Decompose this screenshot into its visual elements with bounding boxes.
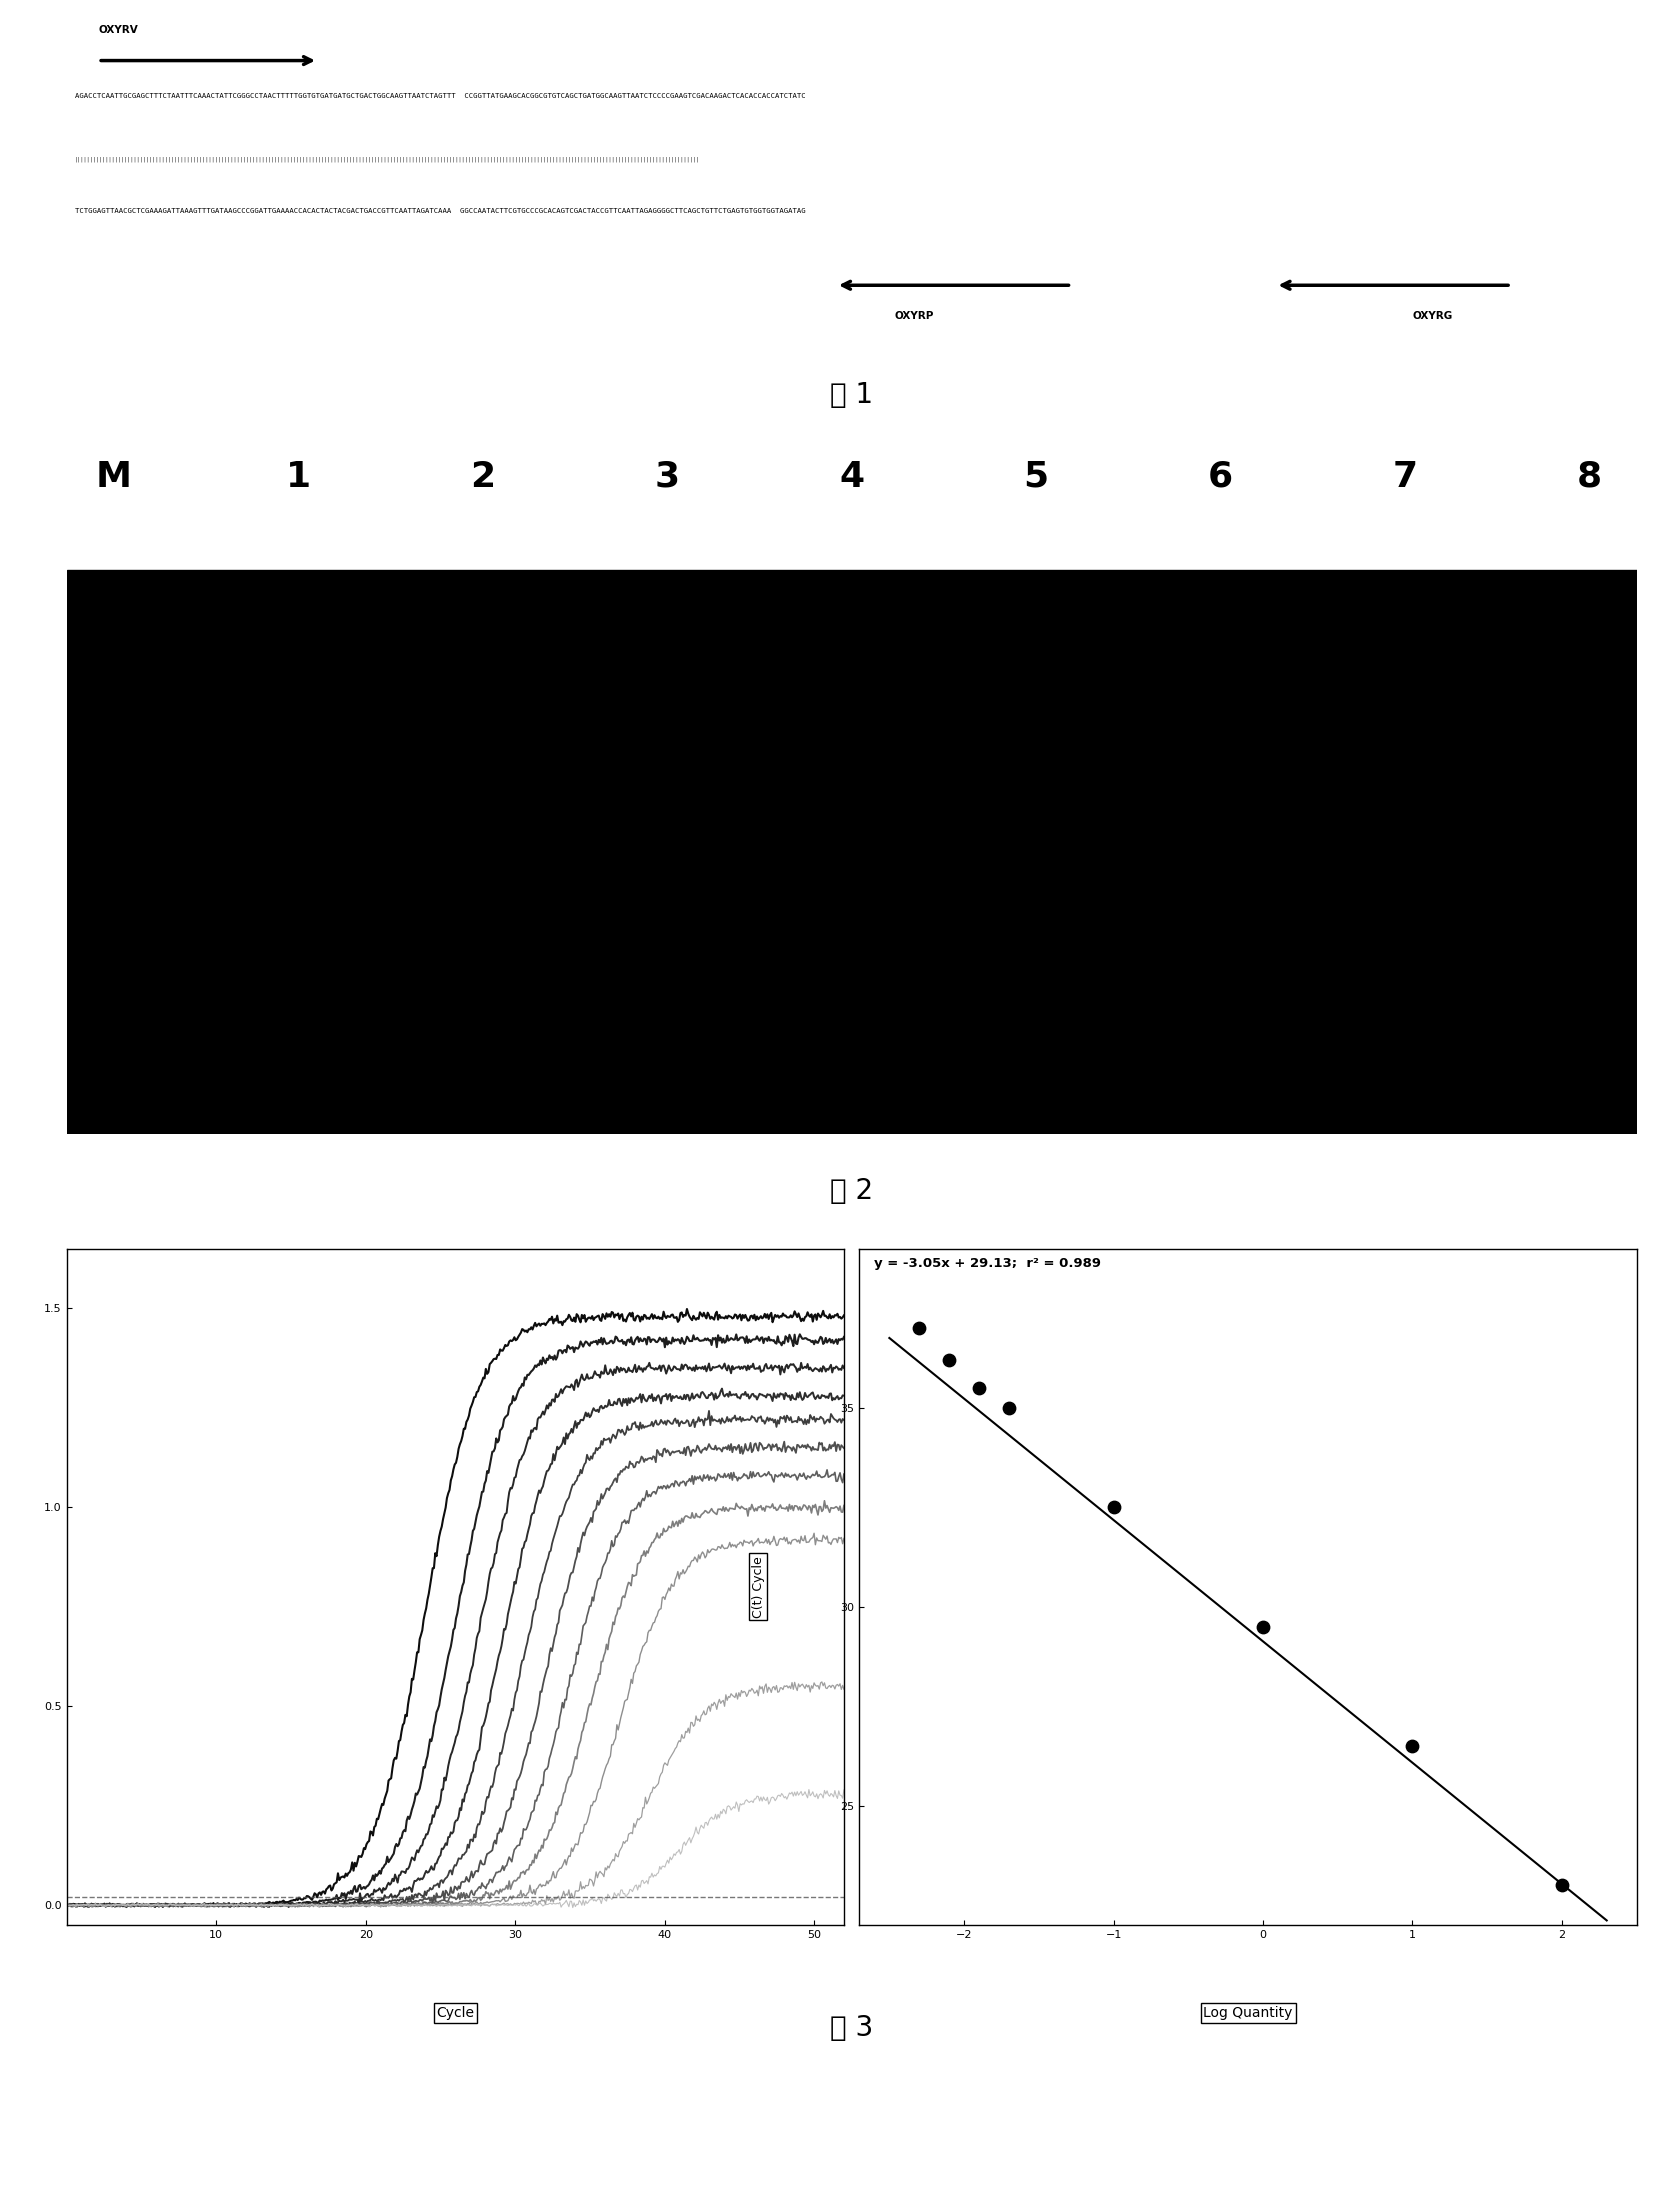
Point (1548, 1868, 1575, 1903)
Text: 4: 4 (838, 461, 865, 494)
Text: y = -3.05x + 29.13;  r² = 0.989: y = -3.05x + 29.13; r² = 0.989 (875, 1257, 1102, 1270)
Text: 5: 5 (1024, 461, 1049, 494)
Text: 7: 7 (1393, 461, 1418, 494)
Text: 图 1: 图 1 (830, 381, 873, 408)
Text: TCTGGAGTTAACGCTCGAAAGATTAAAGTTTGATAAGCCCGGATTGAAAACCACACTACTACGACTGACCGTTCAATTAG: TCTGGAGTTAACGCTCGAAAGATTAAAGTTTGATAAGCCC… (75, 207, 805, 214)
Text: 6: 6 (1207, 461, 1232, 494)
Text: AGACCTCAATTGCGAGCTTTCTAATTTCAAACTATTCGGGCCTAACTTTTTGGTGTGATGATGCTGACTGGCAAGTTAAT: AGACCTCAATTGCGAGCTTTCTAATTTCAAACTATTCGGG… (75, 93, 805, 99)
Point (965, 1369, 992, 1405)
Text: 1: 1 (286, 461, 311, 494)
Text: 8: 8 (1576, 461, 1602, 494)
Bar (67, 571, 1637, 1133)
Text: C(t) Cycle: C(t) Cycle (752, 1557, 765, 1618)
Text: ||||||||||||||||||||||||||||||||||||||||||||||||||||||||||||||||||||||||||||||||: ||||||||||||||||||||||||||||||||||||||||… (75, 157, 700, 163)
Text: Cycle: Cycle (436, 2007, 474, 2020)
Text: Log Quantity: Log Quantity (1204, 2007, 1293, 2020)
Point (935, 1343, 962, 1378)
Point (1399, 1729, 1426, 1764)
Text: OXYRG: OXYRG (1413, 311, 1453, 322)
Text: 图 3: 图 3 (830, 2013, 873, 2042)
Point (995, 1389, 1022, 1424)
Text: OXYRV: OXYRV (99, 24, 139, 35)
Point (905, 1310, 932, 1345)
Text: 3: 3 (655, 461, 680, 494)
Text: OXYRP: OXYRP (895, 311, 934, 322)
Text: M: M (95, 461, 132, 494)
Text: 2: 2 (471, 461, 496, 494)
Text: 图 2: 图 2 (830, 1177, 873, 1206)
Point (1249, 1610, 1276, 1645)
Point (1101, 1491, 1127, 1526)
